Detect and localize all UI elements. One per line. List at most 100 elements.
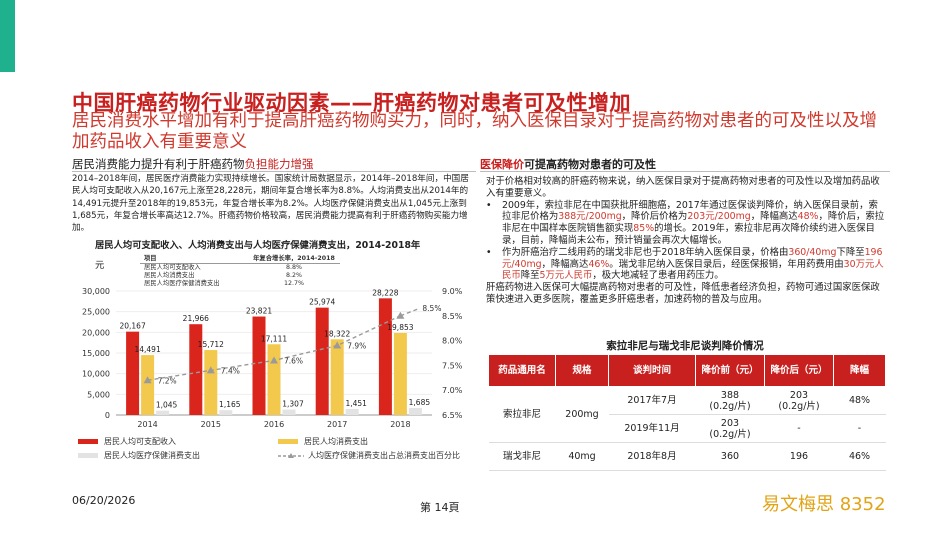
left-heading: 居民消费能力提升有利于肝癌药物负担能力增强: [72, 156, 314, 172]
bar: [204, 350, 218, 415]
legend-item-consumption: 居民人均消费支出: [278, 436, 368, 447]
bar: [408, 408, 422, 415]
cell-after: 203 (0.2g/片): [764, 386, 834, 415]
legend-item-income: 居民人均可支配收入: [78, 436, 176, 447]
bar: [378, 298, 392, 415]
y-left-tick-label: 10,000: [82, 370, 110, 379]
bar-data-label: 23,821: [246, 307, 272, 316]
bar: [189, 324, 203, 415]
y-left-tick-label: 25,000: [82, 308, 110, 317]
bar-data-label: 14,491: [134, 345, 160, 354]
bar: [126, 331, 140, 415]
line-data-label: 7.2%: [158, 376, 177, 385]
bar: [219, 410, 233, 415]
drug-table-title: 索拉非尼与瑞戈非尼谈判降价情况: [606, 340, 764, 352]
line-data-label: 7.6%: [284, 356, 303, 365]
table-row: 瑞戈非尼 40mg 2018年8月 360 196 46%: [488, 442, 886, 471]
cell-after: -: [764, 414, 834, 443]
income-consumption-chart: 0 5,000 10,000 15,000 20,000 25,000 30,000 6.5%…: [82, 287, 463, 429]
header-drop: 降幅: [833, 354, 886, 387]
bullet-regorafenib: • 作为肝癌治疗二线用药的瑞戈非尼也于2018年纳入医保目录，价格由360/40…: [486, 247, 886, 282]
legend-line-marker: [278, 452, 304, 458]
bar: [393, 332, 407, 415]
bullet-highlight: 46%: [588, 258, 610, 270]
bullet-span: 2009年，索拉非尼在中国获批肝细胞癌，2017年通过医保谈判降价，纳入医保目录…: [502, 199, 878, 223]
x-tick-label: 2014: [137, 420, 157, 429]
y-left-tick-label: 0: [105, 411, 110, 420]
bullet-highlight: 30万元人民币: [502, 258, 884, 282]
bullet-span: ，降价后，索拉非尼在中国样本医院销售额实现: [502, 211, 885, 235]
bar: [315, 307, 329, 415]
cell-drop: 46%: [833, 442, 886, 471]
bar-data-label: 1,307: [282, 400, 304, 409]
table-row: 索拉非尼 200mg 2017年7月 388 (0.2g/片) 203 (0.2…: [488, 386, 886, 443]
percentage-line-extension: [400, 308, 419, 317]
page-number: 第 14頁: [420, 501, 460, 514]
right-heading-rest: 可提高药物对患者的可及性: [524, 158, 656, 171]
bar: [141, 355, 155, 415]
bar-data-label: 28,228: [372, 288, 398, 297]
bullet-dot: •: [486, 199, 492, 211]
growth-header-cagr: 年复合增长率，2014-2018: [253, 255, 335, 262]
line-marker: [143, 376, 152, 384]
growth-row-label: 居民人均医疗保健消费支出: [144, 280, 220, 288]
cell-drug: 索拉非尼: [488, 386, 556, 443]
y-right-tick-label: 8.5%: [442, 312, 463, 321]
bullet-highlight: 388元/200mg: [558, 211, 622, 223]
cell-time: 2018年8月: [608, 442, 696, 471]
cell-spec: 40mg: [555, 442, 609, 471]
growth-row-label: 居民人均消费支出: [144, 272, 195, 280]
bullet-highlight: 196元/40mg: [502, 246, 883, 270]
bullet-text: 2009年，索拉非尼在中国获批肝细胞癌，2017年通过医保谈判降价，纳入医保目录…: [502, 200, 886, 247]
y-left-tick-label: 15,000: [82, 349, 110, 358]
growth-row-value: 8.2%: [286, 272, 302, 280]
bar: [330, 339, 344, 415]
right-divider: [480, 171, 890, 172]
cell-drug: 瑞戈非尼: [488, 442, 556, 471]
bar-data-label: 21,966: [183, 314, 209, 323]
bullet-span: 降至: [520, 270, 540, 282]
legend-label: 居民人均消费支出: [304, 437, 368, 446]
bullet-span: 。瑞戈非尼纳入医保目录后，经医保报销，年用药费用由: [609, 258, 844, 270]
header-drug-name: 药品通用名: [488, 354, 556, 387]
bullet-span: ，极大地减轻了患者用药压力。: [592, 270, 724, 282]
legend-label: 人均医疗保健消费支出占总消费支出百分比: [308, 451, 460, 460]
bar: [345, 409, 359, 415]
bullet-span: 作为肝癌治疗二线用药的瑞戈非尼也于2018年纳入医保目录，价格由: [502, 246, 789, 258]
header-time: 谈判时间: [608, 354, 696, 387]
y-left-tick-label: 5,000: [87, 390, 110, 399]
cell-spec: 200mg: [555, 386, 609, 443]
bar-data-label: 1,685: [409, 398, 431, 407]
bullet-span: ，降价后价格为: [621, 211, 688, 223]
bar: [156, 410, 170, 415]
bullet-span: 下降至: [836, 246, 865, 258]
line-data-label: 7.4%: [221, 366, 240, 375]
bar: [267, 344, 281, 415]
bar: [282, 409, 296, 415]
slide-title: 中国肝癌药物行业驱动因素——肝癌药物对患者可及性增加: [72, 91, 631, 115]
y-left-tick-label: 30,000: [82, 287, 110, 296]
growth-rate-table: 项目 年复合增长率，2014-2018 居民人均可支配收入 8.8% 居民人均消…: [140, 255, 340, 288]
drug-table-header: 药品通用名 规格 谈判时间 降价前（元） 降价后（元） 降幅: [488, 354, 886, 387]
legend-label: 居民人均可支配收入: [104, 437, 176, 446]
right-intro: 对于价格相对较高的肝癌药物来说，纳入医保目录对于提高药物对患者的可及性以及增加药…: [486, 176, 880, 199]
cell-before: 360: [695, 442, 765, 471]
growth-table-row: 居民人均医疗保健消费支出 12.7%: [140, 280, 340, 288]
x-tick-label: 2017: [327, 420, 347, 429]
table-row: 2019年11月 203 (0.2g/片) - -: [489, 414, 886, 443]
legend-label: 居民人均医疗保健消费支出: [104, 451, 200, 460]
x-tick-label: 2015: [201, 420, 221, 429]
chart-title: 居民人均可支配收入、人均消费支出与人均医疗保健消费支出，2014-2018年: [95, 240, 421, 251]
right-closing: 肝癌药物进入医保可大幅提高药物对患者的可及性，降低患者经济负担，药物可通过国家医…: [486, 282, 880, 305]
line-data-label: 8.5%: [422, 304, 441, 313]
legend-swatch: [78, 453, 98, 458]
right-heading-highlight: 医保降价: [480, 158, 524, 171]
header-spec: 规格: [555, 354, 609, 387]
legend-item-healthcare: 居民人均医疗保健消费支出: [78, 450, 200, 461]
watermark-brand: 易文梅思 8352: [762, 494, 886, 515]
x-tick-label: 2016: [264, 420, 284, 429]
growth-table-row: 居民人均可支配收入 8.8%: [140, 264, 340, 272]
growth-table-header: 项目 年复合增长率，2014-2018: [140, 255, 340, 265]
left-heading-prefix: 居民消费能力提升有利于肝癌药物: [72, 157, 245, 171]
bar-data-label: 25,974: [309, 298, 335, 307]
